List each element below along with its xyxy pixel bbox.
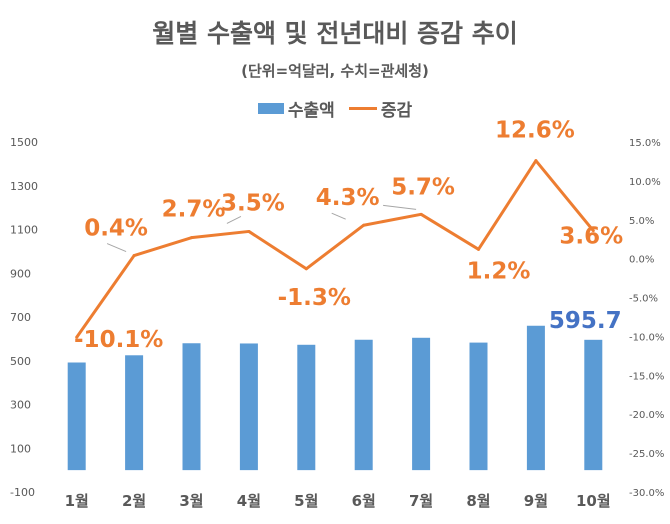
bar [67,362,86,471]
line-data-label: -10.1% [74,327,163,353]
line-data-label: 3.6% [559,224,623,250]
line-point [591,229,595,233]
line-point [304,267,308,271]
x-tick-label: 7월 [409,492,433,510]
label-leader-line [226,215,242,224]
y-right-tick-label: -25.0% [629,449,664,460]
y-left-tick-label: 900 [10,267,31,280]
line-point [190,236,193,240]
bar [239,343,258,471]
y-left-tick-label: 1100 [10,224,38,237]
bar [125,355,144,471]
y-right-tick-label: -10.0% [629,332,664,343]
line-data-label: 3.5% [221,190,285,216]
y-left-tick-label: 500 [10,355,31,368]
line-series [75,159,595,339]
x-tick-label: 5월 [294,492,318,510]
label-leader-line [383,204,417,210]
line-data-label: 1.2% [467,258,531,284]
line-data-label: 4.3% [316,185,380,211]
label-leader-line [331,212,346,220]
legend-swatch-line [348,107,377,110]
y-right-tick-label: -5.0% [629,294,658,305]
line-point [132,254,136,258]
x-tick-label: 10월 [576,492,611,510]
y-right-tick-label: 15.0% [629,138,661,149]
bar [412,337,431,471]
y-right-tick-label: -30.0% [629,488,664,499]
y-left-tick-label: 700 [10,311,31,324]
bar [584,339,603,471]
bar [182,343,201,471]
line-data-label: 2.7% [162,197,226,223]
legend-label-line: 증감 [380,101,413,121]
legend-label-bar: 수출액 [287,101,335,121]
line-data-label: 0.4% [84,216,148,242]
chart-title: 월별 수출액 및 전년대비 증감 추이 [152,19,518,48]
x-tick-label: 1월 [65,492,89,510]
bar [297,344,316,471]
chart-subtitle: (단위=억달러, 수치=관세청) [241,62,429,80]
bar-data-label: 595.7 [549,308,622,334]
x-tick-label: 3월 [179,492,203,510]
line-data-label: 12.6% [495,118,575,144]
line-point [247,229,251,233]
y-left-tick-label: 300 [10,399,31,412]
y-right-tick-label: -15.0% [629,371,664,382]
y-left-tick-label: 100 [10,442,31,455]
y-left-tick-label: -100 [10,486,35,499]
line-point [362,223,366,227]
legend-item-line: 증감 [348,96,413,121]
line-point [477,247,480,251]
label-leader-line [106,243,127,253]
y-right-tick-label: 5.0% [629,216,654,227]
x-tick-label: 2월 [122,492,146,510]
y-right-tick-label: 0.0% [629,255,654,266]
legend: 수출액 증감 [0,96,670,121]
x-tick-label: 4월 [237,492,261,510]
line-point [419,212,423,216]
bar [354,339,373,471]
y-left-tick-label: 1300 [10,180,38,193]
x-tick-label: 6월 [352,492,376,510]
line-point [75,335,79,339]
line-point [534,159,538,163]
x-tick-label: 8월 [466,492,490,510]
bar [526,325,545,471]
y-right-tick-label: 10.0% [629,177,661,188]
legend-item-bar: 수출액 [257,96,335,121]
y-right-tick-label: -20.0% [629,410,664,421]
line-data-label: -1.3% [278,285,351,311]
line-data-label: 5.7% [391,174,455,200]
legend-swatch-bar [257,103,284,114]
bar [469,342,488,471]
x-tick-label: 9월 [524,492,548,510]
y-left-tick-label: 1500 [10,136,38,149]
